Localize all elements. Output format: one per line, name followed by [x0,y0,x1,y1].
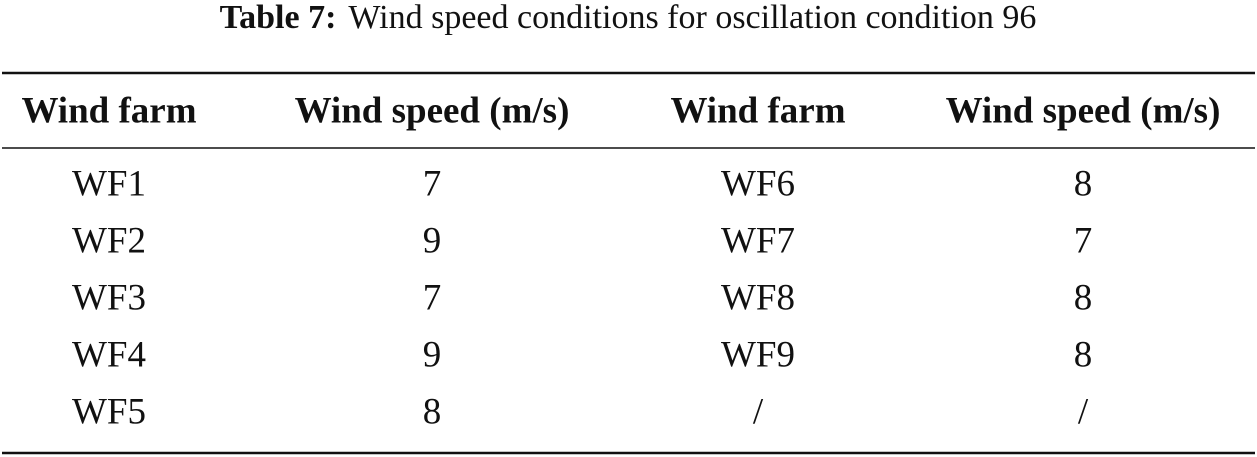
table-cell: 7 [1074,220,1093,261]
table-cell: WF5 [72,391,146,432]
column-header: Wind farm [670,90,845,131]
table-cell: 8 [1074,334,1093,375]
table-cell: / [1078,391,1089,432]
table-cell: 8 [1074,277,1093,318]
table-cell: WF6 [721,163,795,204]
column-header: Wind speed (m/s) [946,90,1221,131]
caption: Table 7: Wind speed conditions for oscill… [220,0,1037,36]
column-header: Wind speed (m/s) [295,90,570,131]
table-cell: WF7 [721,220,795,261]
table-cell: WF4 [72,334,146,375]
column-header: Wind farm [21,90,196,131]
table-cell: 9 [423,220,442,261]
table-cell: 7 [423,277,442,318]
table-cell: 8 [1074,163,1093,204]
table-cell: WF3 [72,277,146,318]
table-cell: WF2 [72,220,146,261]
table-cell: / [753,391,764,432]
caption-label: Table 7: [220,0,337,36]
table-cell: 9 [423,334,442,375]
table-cell: WF8 [721,277,795,318]
caption-text: Wind speed conditions for oscillation co… [348,0,1036,36]
table-cell: WF9 [721,334,795,375]
table-cell: 8 [423,391,442,432]
table-cell: WF1 [72,163,146,204]
table-cell: 7 [423,163,442,204]
table: Wind farm Wind speed (m/s) Wind farm Wind s… [21,90,1220,432]
